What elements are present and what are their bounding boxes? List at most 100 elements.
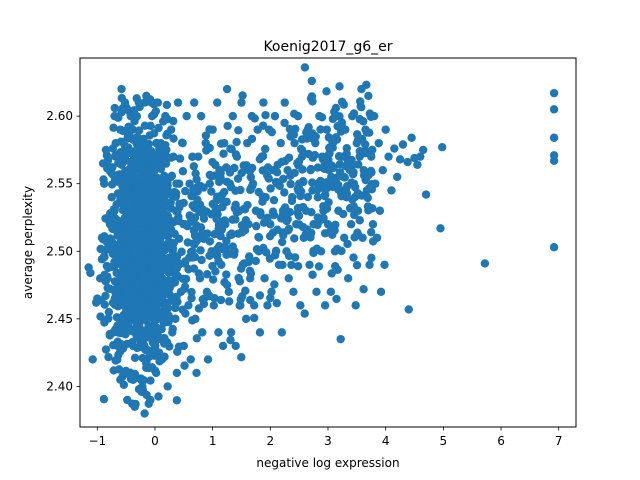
y-tick-label: 2.40: [46, 379, 73, 393]
scatter-point: [162, 100, 172, 110]
scatter-point: [421, 190, 431, 199]
scatter-point: [146, 395, 155, 405]
scatter-point: [243, 138, 252, 148]
scatter-point: [238, 260, 247, 269]
scatter-point: [328, 138, 337, 148]
scatter-point: [315, 111, 324, 121]
scatter-point: [105, 284, 115, 294]
scatter-point: [173, 271, 182, 281]
y-tick-label: 2.55: [46, 177, 73, 191]
scatter-point: [228, 111, 238, 121]
scatter-point: [302, 134, 312, 143]
scatter-point: [165, 220, 174, 229]
scatter-point: [210, 229, 219, 239]
scatter-point: [149, 223, 158, 232]
scatter-point: [180, 361, 189, 370]
scatter-point: [167, 240, 176, 249]
scatter-point: [137, 146, 146, 155]
scatter-point: [151, 286, 161, 295]
scatter-point: [247, 111, 257, 121]
scatter-point: [186, 212, 195, 221]
scatter-point: [332, 294, 341, 304]
scatter-point: [195, 274, 205, 283]
scatter-point: [123, 190, 132, 199]
scatter-point: [149, 298, 158, 308]
scatter-point: [549, 151, 559, 160]
scatter-point: [311, 138, 320, 148]
scatter-point: [188, 201, 197, 210]
scatter-point: [181, 309, 190, 318]
x-tick-label: −1: [88, 434, 106, 448]
scatter-point: [203, 355, 213, 364]
scatter-point: [146, 187, 156, 197]
scatter-point: [151, 180, 160, 189]
scatter-point: [219, 138, 229, 148]
scatter-point: [142, 359, 151, 368]
scatter-point: [103, 274, 112, 283]
scatter-point: [107, 262, 116, 272]
scatter-point: [96, 312, 105, 321]
scatter-point: [367, 253, 376, 263]
scatter-point: [549, 243, 559, 252]
scatter-point: [222, 84, 232, 94]
scatter-point: [116, 194, 125, 204]
scatter-point: [191, 314, 200, 324]
scatter-point: [361, 140, 370, 149]
scatter-point: [86, 268, 95, 278]
scatter-points: [84, 63, 559, 418]
scatter-point: [100, 179, 109, 188]
scatter-point: [322, 125, 332, 134]
scatter-point: [132, 139, 141, 148]
scatter-point: [155, 274, 164, 283]
scatter-point: [288, 193, 297, 202]
scatter-point: [116, 375, 125, 384]
scatter-point: [257, 152, 266, 161]
scatter-point: [100, 251, 109, 261]
scatter-point: [261, 193, 270, 202]
scatter-point: [158, 259, 167, 269]
scatter-point: [222, 197, 231, 206]
scatter-point: [290, 234, 299, 243]
scatter-point: [153, 307, 162, 316]
scatter-point: [403, 157, 412, 167]
scatter-point: [264, 125, 274, 134]
scatter-point: [201, 138, 210, 148]
scatter-point: [290, 253, 300, 262]
scatter-point: [381, 125, 390, 134]
scatter-point: [330, 247, 340, 256]
scatter-point: [309, 246, 318, 256]
scatter-point: [120, 98, 130, 107]
scatter-point: [119, 314, 128, 324]
scatter-point: [310, 150, 320, 160]
scatter-point: [144, 230, 154, 240]
scatter-point: [182, 111, 191, 121]
scatter-point: [168, 328, 177, 337]
scatter-point: [142, 91, 151, 101]
scatter-point: [230, 247, 239, 256]
scatter-point: [175, 179, 184, 188]
scatter-point: [96, 244, 105, 254]
scatter-point: [188, 247, 197, 256]
scatter-point: [190, 98, 199, 107]
scatter-point: [107, 193, 116, 202]
y-tick-label: 2.45: [46, 312, 73, 326]
scatter-point: [146, 98, 156, 107]
scatter-point: [293, 208, 302, 218]
scatter-point: [176, 287, 186, 297]
scatter-point: [203, 229, 212, 238]
scatter-point: [170, 260, 180, 269]
scatter-point: [331, 220, 340, 229]
x-axis-ticks: −1 0 1 2 3 4 5 6 7: [88, 427, 563, 448]
scatter-point: [339, 100, 349, 109]
scatter-point: [213, 98, 222, 107]
scatter-point: [250, 313, 259, 323]
scatter-point: [313, 185, 322, 195]
scatter-point: [334, 185, 343, 194]
scatter-point: [294, 179, 304, 188]
x-tick-label: 5: [440, 434, 448, 448]
scatter-point: [113, 341, 122, 351]
scatter-point: [114, 257, 124, 266]
scatter-point: [254, 233, 264, 242]
scatter-point: [140, 409, 149, 418]
scatter-point: [130, 353, 140, 362]
